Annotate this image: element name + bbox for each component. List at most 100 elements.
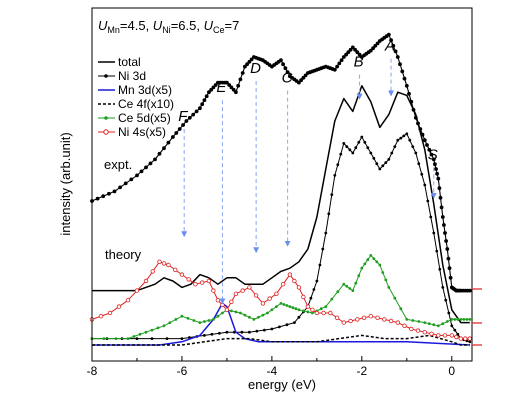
series-point-expt xyxy=(425,143,429,147)
x-tick-label: -4 xyxy=(267,364,278,378)
series-line-ce4f xyxy=(92,334,470,346)
series-point-ni3d xyxy=(435,249,439,253)
legend-marker-ni4s xyxy=(103,129,109,135)
series-point-ce5d xyxy=(243,313,247,317)
series-point-expt xyxy=(435,171,439,176)
series-point-expt xyxy=(395,55,400,59)
series-point-ce5d xyxy=(427,322,431,326)
series-point-ce5d xyxy=(405,318,409,321)
series-point-expt xyxy=(386,32,391,37)
series-point-ni4s xyxy=(143,278,149,284)
series-point-expt xyxy=(123,181,128,186)
series-point-ce5d xyxy=(357,274,361,278)
series-point-ce5d xyxy=(381,271,385,274)
series-point-expt xyxy=(341,55,346,59)
series-point-ce5d xyxy=(186,316,190,320)
series-point-ce5d xyxy=(294,307,298,311)
series-line-ce5d xyxy=(92,254,470,340)
series-point-expt xyxy=(234,90,238,95)
series-point-expt xyxy=(166,140,171,145)
series-point-ni4s xyxy=(253,293,259,298)
annotation-label-E: E xyxy=(216,79,227,96)
series-point-ni4s xyxy=(233,291,239,296)
series-point-ce5d xyxy=(393,296,397,300)
series-point-ni3d xyxy=(248,330,251,334)
series-point-ni3d xyxy=(293,321,296,324)
series-point-expt xyxy=(350,45,355,50)
series-point-ni3d xyxy=(420,172,424,176)
series-point-expt xyxy=(344,52,348,57)
annotation-label-D: D xyxy=(250,60,261,77)
series-point-ni4s xyxy=(341,320,346,325)
series-point-ni3d xyxy=(360,135,364,139)
series-point-expt xyxy=(389,38,393,43)
series-point-ni3d xyxy=(411,145,415,149)
series-point-ce5d xyxy=(306,310,310,314)
series-point-ni4s xyxy=(240,288,245,293)
series-point-ni4s xyxy=(328,310,333,316)
series-point-expt xyxy=(283,66,288,71)
series-point-ni3d xyxy=(345,145,349,149)
x-axis-ticks: -8 -6 -4 -2 0 xyxy=(87,356,455,378)
series-point-ni4s xyxy=(215,298,221,303)
series-point-expt xyxy=(135,173,139,178)
series-point-ni3d xyxy=(348,148,352,152)
series-point-ni4s xyxy=(211,288,216,293)
y-axis-label: intensity (arb.unit) xyxy=(58,132,73,235)
series-point-ni3d xyxy=(357,140,361,144)
series-point-expt xyxy=(404,83,409,88)
series-point-ni4s xyxy=(442,333,448,338)
series-point-ni4s xyxy=(305,304,311,309)
series-point-ni3d xyxy=(393,145,397,149)
series-point-ni4s xyxy=(458,336,463,341)
series-point-expt xyxy=(467,288,472,293)
series-point-expt xyxy=(204,94,209,99)
series-point-ni3d xyxy=(396,138,400,142)
series-point-ce5d xyxy=(345,284,349,288)
series-point-ni3d xyxy=(321,247,325,251)
series-point-ce5d xyxy=(168,321,172,324)
series-point-ce5d xyxy=(462,318,466,321)
series-point-ni4s xyxy=(301,294,306,300)
series-point-ni3d xyxy=(297,315,301,319)
series-point-ce5d xyxy=(360,266,364,270)
series-point-ni3d xyxy=(426,199,430,203)
series-point-ni3d xyxy=(270,327,274,331)
series-point-ni4s xyxy=(395,320,400,325)
series-point-ce5d xyxy=(212,318,215,321)
series-point-ni3d xyxy=(218,331,221,335)
series-point-ni3d xyxy=(366,146,370,150)
series-point-expt xyxy=(249,57,254,62)
series-point-expt xyxy=(144,165,148,170)
series-point-expt xyxy=(436,176,441,181)
series-point-ni4s xyxy=(166,262,171,268)
series-point-ni3d xyxy=(342,142,346,145)
series-point-ce5d xyxy=(102,337,106,340)
series-point-ni3d xyxy=(429,215,433,219)
series-point-ce5d xyxy=(369,254,373,257)
legend-marker-ce5d xyxy=(104,116,108,120)
series-point-ni4s xyxy=(368,314,373,319)
x-tick-label: 0 xyxy=(448,364,455,378)
peak-annotations: F E D C B A S xyxy=(178,38,438,305)
series-point-expt xyxy=(431,157,436,162)
series-point-ce5d xyxy=(279,302,283,305)
series-point-ni3d xyxy=(450,324,454,328)
series-point-ni4s xyxy=(334,315,340,320)
series-point-ni3d xyxy=(285,323,289,327)
series-point-ni3d xyxy=(384,161,388,165)
series-point-ce5d xyxy=(445,320,449,323)
series-point-ce5d xyxy=(297,308,301,312)
series-point-ni3d xyxy=(203,334,206,337)
series-point-expt xyxy=(162,146,166,151)
series-point-ce5d xyxy=(198,321,202,324)
legend: total Ni 3d Mn 3d(x5) Ce 4f(x10) Ce 5d(x… xyxy=(98,55,174,139)
x-tick-label: -6 xyxy=(177,364,188,378)
right-offset-markers xyxy=(472,288,482,346)
series-point-ni3d xyxy=(363,140,367,144)
series-point-ce5d xyxy=(126,337,130,340)
series-point-expt xyxy=(285,70,290,75)
series-point-ce5d xyxy=(456,318,460,321)
series-point-ce5d xyxy=(207,319,211,322)
expt-label: expt. xyxy=(104,157,132,172)
